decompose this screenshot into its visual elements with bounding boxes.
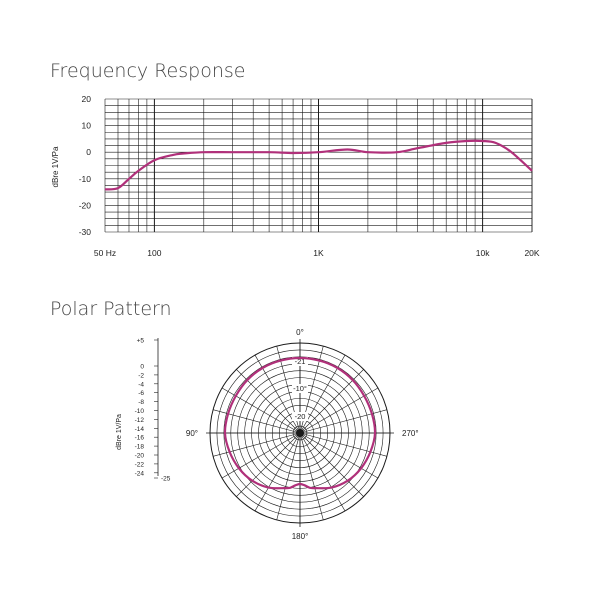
polar-scale-axis-label: dBre 1V/Pa: [116, 414, 123, 450]
y-tick-label: 20: [82, 94, 92, 104]
frequency-y-ticks: 20 10 0 -10 -20 -30: [79, 94, 92, 237]
polar-ring-labels: -21 -10° -20: [292, 357, 308, 421]
frequency-grid: [104, 98, 533, 233]
x-tick-label: 10k: [476, 248, 490, 258]
polar-angle-label: 180°: [292, 532, 309, 541]
scale-tick-label: -14: [135, 426, 145, 433]
scale-tick-label: 0: [140, 364, 144, 371]
scale-tick-label: -24: [135, 470, 145, 477]
ring-label-bg: [292, 412, 308, 421]
x-tick-label: 100: [147, 248, 161, 258]
polar-spoke: [299, 387, 379, 434]
scale-tick-label: -20: [135, 453, 145, 460]
polar-spoke: [299, 354, 346, 434]
ring-label-bg: [292, 384, 308, 393]
scale-tick-label: -22: [135, 461, 145, 468]
polar-angle-label: 90°: [186, 429, 198, 438]
frequency-x-ticks: 50 Hz 100 1K 10k 20K: [94, 248, 540, 258]
polar-spoke: [299, 432, 346, 512]
frequency-response-title: Frequency Response: [50, 60, 245, 82]
x-tick-label: 20K: [524, 248, 539, 258]
polar-pattern-curve: [223, 356, 377, 490]
polar-scale-bar: +5 0-2 -4 -6 -8 -10 -12 -14 -16 -18 -20-22 -24 -25: [135, 338, 171, 483]
polar-pattern-title: Polar Pattern: [50, 298, 172, 320]
polar-spoke: [254, 432, 301, 512]
polar-angle-label: 0°: [296, 328, 304, 337]
frequency-y-axis-label: dBre 1V/Pa: [51, 146, 60, 187]
polar-spoke: [254, 354, 301, 434]
frequency-response-curve: [104, 139, 533, 191]
ring-label-bg: [292, 357, 308, 366]
scale-tick-label: -16: [135, 435, 145, 442]
polar-spoke: [299, 369, 364, 434]
polar-spoke: [299, 432, 364, 497]
polar-ring-label: -20: [295, 412, 306, 421]
x-tick-label: 50 Hz: [94, 248, 116, 258]
polar-spoke: [236, 369, 301, 434]
y-tick-label: -30: [79, 227, 92, 237]
scale-tick-label: -8: [138, 399, 144, 406]
y-tick-label: -10: [79, 174, 92, 184]
scale-tick-label: -2: [138, 372, 144, 379]
y-tick-label: 0: [86, 147, 91, 157]
scale-tick-label: -6: [138, 390, 144, 397]
scale-tick-label: -10: [135, 408, 145, 415]
polar-angle-label: 270°: [402, 429, 419, 438]
scale-tick-label: -18: [135, 444, 145, 451]
polar-spoke: [299, 432, 388, 457]
polar-spoke: [299, 432, 379, 479]
polar-spoke: [236, 432, 301, 497]
scale-tick-label: -4: [138, 381, 144, 388]
polar-spoke: [221, 432, 301, 479]
polar-spoke: [221, 387, 301, 434]
x-tick-label: 1K: [313, 248, 324, 258]
scale-tick-label: +5: [137, 338, 145, 345]
polar-angle-labels: 0° 90° 180° 270°: [186, 328, 419, 541]
y-tick-label: -20: [79, 200, 92, 210]
scale-tick-label: -25: [161, 476, 171, 483]
y-tick-label: 10: [82, 121, 92, 131]
polar-grid: [206, 339, 394, 527]
polar-center: [296, 429, 304, 437]
polar-spoke: [276, 432, 301, 521]
polar-spoke: [212, 432, 301, 457]
polar-ring-label: -10°: [293, 384, 307, 393]
polar-ring-label: -21: [295, 357, 306, 366]
scale-tick-label: -12: [135, 417, 145, 424]
polar-spoke: [299, 432, 324, 521]
